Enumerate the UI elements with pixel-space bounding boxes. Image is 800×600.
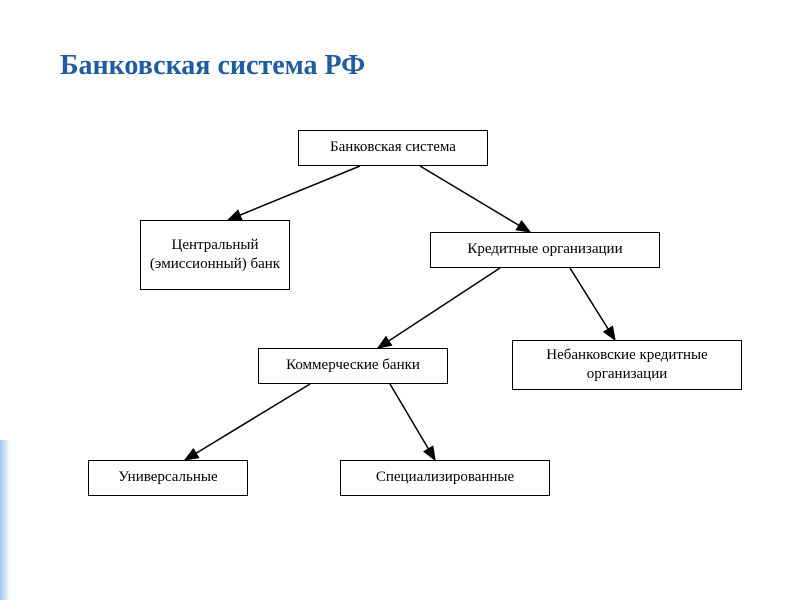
tree-edge — [390, 384, 435, 460]
tree-node-nonbank: Небанковские кредитные организации — [512, 340, 742, 390]
tree-edge — [570, 268, 615, 340]
tree-edge — [378, 268, 500, 348]
tree-node-credit: Кредитные организации — [430, 232, 660, 268]
tree-node-spec: Специализированные — [340, 460, 550, 496]
tree-diagram: Банковская система Центральный (эмиссионн… — [0, 0, 800, 600]
tree-node-univ: Универсальные — [88, 460, 248, 496]
diagram-arrows — [0, 0, 800, 600]
tree-edge — [228, 166, 360, 220]
tree-node-root: Банковская система — [298, 130, 488, 166]
tree-edge — [420, 166, 530, 232]
tree-node-comm: Коммерческие банки — [258, 348, 448, 384]
tree-edge — [185, 384, 310, 460]
tree-node-central: Центральный (эмиссионный) банк — [140, 220, 290, 290]
